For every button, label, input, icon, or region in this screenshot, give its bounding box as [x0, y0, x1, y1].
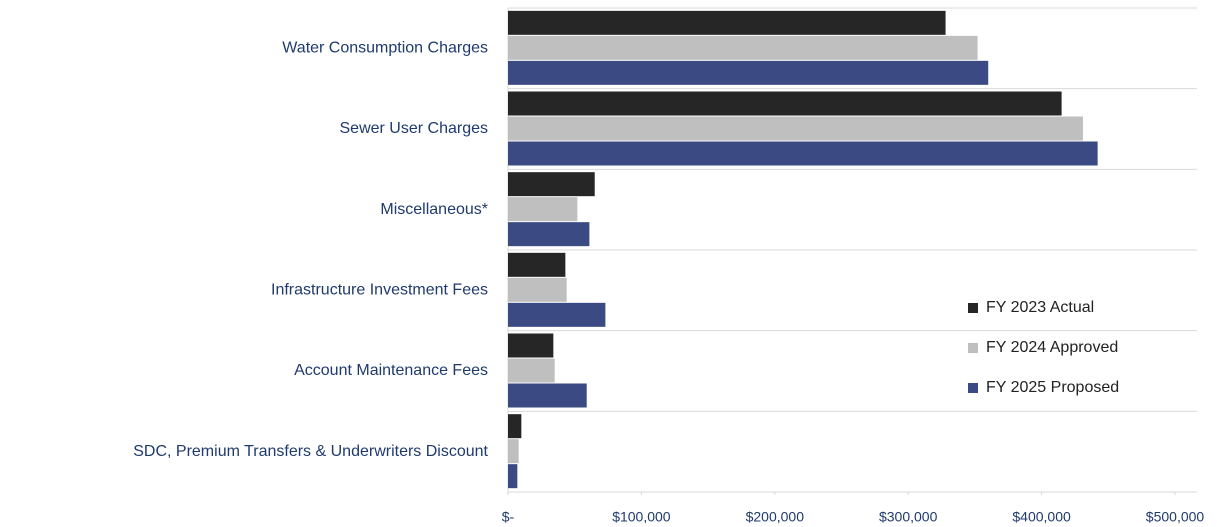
y-tick-label: Water Consumption Charges [282, 40, 488, 57]
legend-label: FY 2024 Approved [986, 339, 1118, 356]
bar [508, 277, 567, 302]
bar [508, 35, 978, 60]
x-tick-label: $400,000 [1012, 509, 1071, 525]
bar [508, 60, 989, 85]
bar [508, 302, 606, 327]
x-tick-label: $200,000 [746, 509, 805, 525]
x-tick-label: $100,000 [612, 509, 671, 525]
bar [508, 10, 946, 35]
x-tick-label: $- [502, 509, 515, 525]
bar [508, 116, 1083, 141]
bar [508, 91, 1062, 116]
bar [508, 222, 590, 247]
x-tick-label: $300,000 [879, 509, 938, 525]
bar [508, 464, 518, 489]
legend-swatch [968, 303, 978, 313]
y-tick-label: Infrastructure Investment Fees [271, 282, 488, 299]
bar [508, 141, 1098, 166]
legend-swatch [968, 383, 978, 393]
y-tick-label: Miscellaneous* [380, 201, 488, 218]
bar [508, 252, 566, 277]
y-tick-label: Account Maintenance Fees [294, 362, 488, 379]
y-tick-label: SDC, Premium Transfers & Underwriters Di… [133, 443, 488, 460]
bar [508, 383, 587, 408]
bar [508, 414, 522, 439]
y-tick-label: Sewer User Charges [340, 120, 489, 137]
bar [508, 172, 595, 197]
legend-label: FY 2023 Actual [986, 299, 1094, 316]
legend-label: FY 2025 Proposed [986, 379, 1119, 396]
bar [508, 197, 578, 222]
bar [508, 333, 554, 358]
legend-swatch [968, 343, 978, 353]
bar [508, 358, 555, 383]
x-tick-label: $500,000 [1146, 509, 1205, 525]
bar [508, 439, 519, 464]
